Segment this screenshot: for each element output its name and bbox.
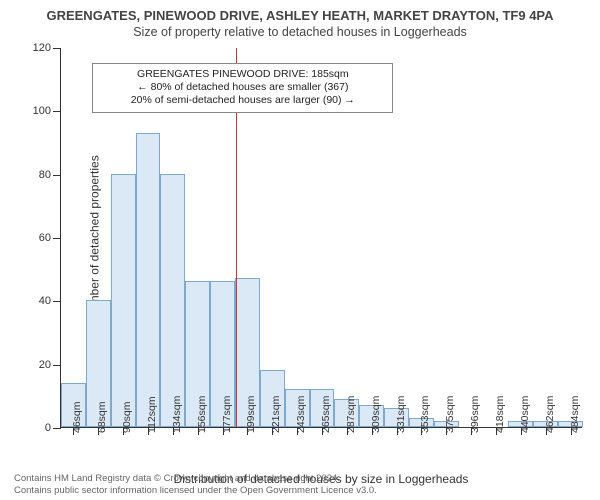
y-tick xyxy=(53,238,61,239)
annotation-line: 20% of semi-detached houses are larger (… xyxy=(99,94,386,107)
x-tick-label: 353sqm xyxy=(419,396,431,433)
x-tick-label: 484sqm xyxy=(569,396,581,433)
annotation-line: ← 80% of detached houses are smaller (36… xyxy=(99,81,386,94)
plot-area: 02040608010012046sqm68sqm90sqm112sqm134s… xyxy=(60,48,582,428)
x-tick-label: 309sqm xyxy=(370,396,382,433)
y-tick-label: 0 xyxy=(45,422,51,434)
x-tick-label: 418sqm xyxy=(494,396,506,433)
x-tick-label: 199sqm xyxy=(245,396,257,433)
y-tick-label: 100 xyxy=(33,105,51,117)
annotation-line: GREENGATES PINEWOOD DRIVE: 185sqm xyxy=(99,68,386,81)
x-tick-label: 156sqm xyxy=(196,396,208,433)
x-tick-label: 177sqm xyxy=(221,396,233,433)
x-tick-label: 462sqm xyxy=(544,396,556,433)
footer-attribution: Contains HM Land Registry data © Crown c… xyxy=(14,473,377,496)
x-tick-label: 134sqm xyxy=(171,396,183,433)
y-tick-label: 60 xyxy=(39,232,51,244)
x-tick-label: 396sqm xyxy=(469,396,481,433)
x-tick-label: 243sqm xyxy=(295,396,307,433)
y-tick-label: 80 xyxy=(39,169,51,181)
x-tick-label: 221sqm xyxy=(270,396,282,433)
footer-line2: Contains public sector information licen… xyxy=(14,485,377,496)
x-tick-label: 112sqm xyxy=(146,396,158,433)
page-title-address: GREENGATES, PINEWOOD DRIVE, ASHLEY HEATH… xyxy=(0,0,600,23)
y-tick xyxy=(53,48,61,49)
y-tick xyxy=(53,365,61,366)
x-tick-label: 287sqm xyxy=(345,396,357,433)
x-tick-label: 68sqm xyxy=(96,401,108,433)
y-tick-label: 120 xyxy=(33,42,51,54)
x-tick-label: 375sqm xyxy=(444,396,456,433)
x-tick-label: 331sqm xyxy=(395,396,407,433)
histogram-bar xyxy=(136,133,161,428)
x-tick-label: 46sqm xyxy=(71,401,83,433)
annotation-box: GREENGATES PINEWOOD DRIVE: 185sqm← 80% o… xyxy=(92,63,393,112)
y-tick xyxy=(53,428,61,429)
x-tick-label: 440sqm xyxy=(519,396,531,433)
y-tick-label: 40 xyxy=(39,295,51,307)
y-tick xyxy=(53,111,61,112)
histogram-chart: Number of detached properties 0204060801… xyxy=(60,48,582,428)
footer-line1: Contains HM Land Registry data © Crown c… xyxy=(14,473,377,484)
histogram-bar xyxy=(111,174,136,427)
y-tick xyxy=(53,301,61,302)
page-subtitle: Size of property relative to detached ho… xyxy=(0,23,600,39)
histogram-bar xyxy=(160,174,185,427)
y-tick xyxy=(53,175,61,176)
x-tick-label: 265sqm xyxy=(320,396,332,433)
y-tick-label: 20 xyxy=(39,359,51,371)
x-tick-label: 90sqm xyxy=(121,401,133,433)
